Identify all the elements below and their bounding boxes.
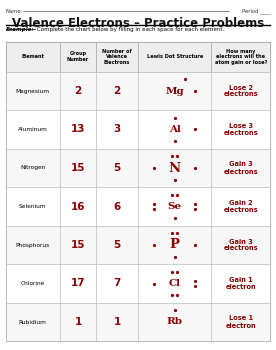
Bar xyxy=(6,42,60,72)
Bar xyxy=(138,187,211,226)
Text: 2: 2 xyxy=(113,86,121,96)
Bar xyxy=(6,149,60,187)
Text: P: P xyxy=(170,238,180,252)
Text: 5: 5 xyxy=(113,240,121,250)
Bar xyxy=(96,264,138,303)
Bar xyxy=(138,226,211,264)
Text: Gain 1
electron: Gain 1 electron xyxy=(225,277,256,290)
Text: N: N xyxy=(169,161,181,175)
Text: Complete the chart below by filling in each space for each element.: Complete the chart below by filling in e… xyxy=(37,27,224,32)
Bar xyxy=(60,72,96,110)
Bar xyxy=(6,226,60,264)
Bar xyxy=(138,149,211,187)
Bar xyxy=(96,72,138,110)
Bar xyxy=(6,72,60,110)
Bar xyxy=(96,303,138,341)
Bar xyxy=(211,187,270,226)
Text: Example:: Example: xyxy=(6,27,34,32)
Bar xyxy=(96,110,138,149)
Bar xyxy=(60,187,96,226)
Text: Lose 3
electrons: Lose 3 electrons xyxy=(224,123,258,136)
Bar xyxy=(96,187,138,226)
Bar xyxy=(211,42,270,72)
Text: How many
electrons will the
atom gain or lose?: How many electrons will the atom gain or… xyxy=(215,49,267,65)
Text: Chlorine: Chlorine xyxy=(21,281,45,286)
Text: Gain 2
electrons: Gain 2 electrons xyxy=(224,200,258,213)
Text: 6: 6 xyxy=(113,202,121,211)
Bar xyxy=(138,303,211,341)
Bar xyxy=(6,303,60,341)
Bar xyxy=(96,42,138,72)
Text: Rb: Rb xyxy=(167,317,183,327)
Text: 16: 16 xyxy=(71,202,85,211)
Bar xyxy=(6,187,60,226)
Bar xyxy=(211,303,270,341)
Text: Magnesium: Magnesium xyxy=(16,89,50,93)
Text: Gain 3
electrons: Gain 3 electrons xyxy=(224,161,258,175)
Bar xyxy=(211,226,270,264)
Text: Aluminum: Aluminum xyxy=(18,127,48,132)
Text: Cl: Cl xyxy=(169,279,181,288)
Bar xyxy=(211,72,270,110)
Bar xyxy=(6,264,60,303)
Bar xyxy=(96,149,138,187)
Text: Element: Element xyxy=(21,54,44,60)
Bar xyxy=(138,264,211,303)
Text: 13: 13 xyxy=(71,125,85,134)
Text: Se: Se xyxy=(168,202,182,211)
Text: Lewis Dot Structure: Lewis Dot Structure xyxy=(147,54,203,60)
Bar xyxy=(60,149,96,187)
Text: Number of
Valence
Electrons: Number of Valence Electrons xyxy=(102,49,132,65)
Text: 7: 7 xyxy=(113,279,121,288)
Text: Nitrogen: Nitrogen xyxy=(20,166,46,170)
Text: Phosphorus: Phosphorus xyxy=(16,243,50,247)
Bar xyxy=(138,72,211,110)
Text: 1: 1 xyxy=(113,317,121,327)
Text: 5: 5 xyxy=(113,163,121,173)
Text: Lose 1
electron: Lose 1 electron xyxy=(225,315,256,329)
Text: Name:: Name: xyxy=(6,9,23,14)
Text: Selenium: Selenium xyxy=(19,204,47,209)
Bar xyxy=(211,149,270,187)
Bar xyxy=(60,264,96,303)
Text: 17: 17 xyxy=(71,279,85,288)
Bar xyxy=(138,110,211,149)
Bar xyxy=(6,42,270,341)
Text: 3: 3 xyxy=(113,125,121,134)
Text: Rubidium: Rubidium xyxy=(19,320,47,324)
Text: Group
Number: Group Number xyxy=(67,51,89,62)
Text: Lose 2
electrons: Lose 2 electrons xyxy=(224,84,258,98)
Bar xyxy=(6,110,60,149)
Bar xyxy=(60,42,96,72)
Text: Mg: Mg xyxy=(165,86,184,96)
Text: Gain 3
electrons: Gain 3 electrons xyxy=(224,238,258,252)
Bar xyxy=(211,264,270,303)
Text: Al: Al xyxy=(169,125,181,134)
Bar xyxy=(211,110,270,149)
Bar xyxy=(60,303,96,341)
Bar xyxy=(60,226,96,264)
Text: 1: 1 xyxy=(74,317,82,327)
Bar xyxy=(60,110,96,149)
Bar xyxy=(96,226,138,264)
Text: Period ____: Period ____ xyxy=(242,9,270,14)
Text: 15: 15 xyxy=(71,240,85,250)
Text: 15: 15 xyxy=(71,163,85,173)
Bar xyxy=(138,42,211,72)
Text: 2: 2 xyxy=(74,86,82,96)
Text: Valence Electrons – Practice Problems: Valence Electrons – Practice Problems xyxy=(12,17,264,30)
